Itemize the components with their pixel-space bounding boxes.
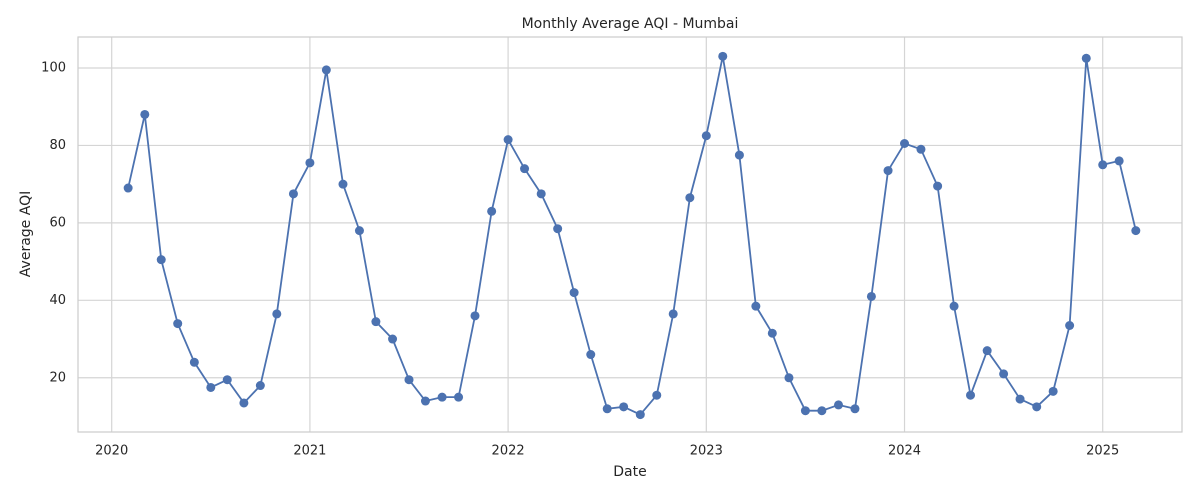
point xyxy=(1032,402,1042,412)
x-tick-label: 2020 xyxy=(95,444,128,459)
y-axis-label: Average AQI xyxy=(18,191,34,277)
point xyxy=(437,392,447,402)
point xyxy=(553,224,563,234)
point xyxy=(173,319,183,329)
point xyxy=(883,166,893,176)
point xyxy=(949,301,959,311)
point xyxy=(701,131,711,141)
point xyxy=(520,164,530,174)
point xyxy=(866,291,876,301)
point xyxy=(668,309,678,319)
point xyxy=(850,404,860,414)
point xyxy=(420,396,430,406)
y-tick-label: 20 xyxy=(49,370,66,385)
point xyxy=(1098,160,1108,170)
point xyxy=(222,375,232,385)
point xyxy=(404,375,414,385)
point xyxy=(652,390,662,400)
x-tick-label: 2021 xyxy=(293,444,326,459)
x-tick-label: 2022 xyxy=(492,444,525,459)
point xyxy=(536,189,546,199)
point xyxy=(1081,53,1091,63)
point xyxy=(619,402,629,412)
point xyxy=(206,382,216,392)
point xyxy=(916,144,926,154)
y-tick-label: 100 xyxy=(41,60,66,75)
point xyxy=(354,226,364,236)
point xyxy=(371,317,381,327)
point xyxy=(784,373,794,383)
point xyxy=(900,138,910,148)
point xyxy=(718,51,728,61)
point xyxy=(767,328,777,338)
x-tick-label: 2023 xyxy=(690,444,723,459)
point xyxy=(1114,156,1124,166)
point xyxy=(635,410,645,420)
point xyxy=(321,65,331,75)
point xyxy=(388,334,398,344)
point xyxy=(685,193,695,203)
x-tick-label: 2024 xyxy=(888,444,921,459)
point xyxy=(140,109,150,119)
y-tick-label: 40 xyxy=(49,293,66,308)
point xyxy=(586,350,596,360)
point xyxy=(454,392,464,402)
point xyxy=(982,346,992,356)
point xyxy=(602,404,612,414)
point xyxy=(1131,226,1141,236)
point xyxy=(503,135,513,145)
plot-frame xyxy=(77,36,1183,433)
y-tick-label: 80 xyxy=(49,138,66,153)
point xyxy=(123,183,133,193)
x-axis-label: Date xyxy=(613,464,646,480)
point xyxy=(189,357,199,367)
point xyxy=(156,255,166,265)
point xyxy=(1048,386,1058,396)
point xyxy=(470,311,480,321)
point xyxy=(239,398,249,408)
point xyxy=(800,406,810,416)
point xyxy=(305,158,315,168)
point xyxy=(834,400,844,410)
point xyxy=(933,181,943,191)
point xyxy=(255,381,265,391)
point xyxy=(734,150,744,160)
point xyxy=(817,406,827,416)
point xyxy=(338,179,348,189)
point xyxy=(1015,394,1025,404)
chart-title: Monthly Average AQI - Mumbai xyxy=(522,16,739,32)
x-tick-label: 2025 xyxy=(1086,444,1119,459)
point xyxy=(272,309,282,319)
line xyxy=(127,56,1137,416)
point xyxy=(751,301,761,311)
point xyxy=(569,288,579,298)
point xyxy=(487,206,497,216)
point xyxy=(999,369,1009,379)
point xyxy=(966,390,976,400)
y-tick-label: 60 xyxy=(49,215,66,230)
point xyxy=(288,189,298,199)
point xyxy=(1065,321,1075,331)
